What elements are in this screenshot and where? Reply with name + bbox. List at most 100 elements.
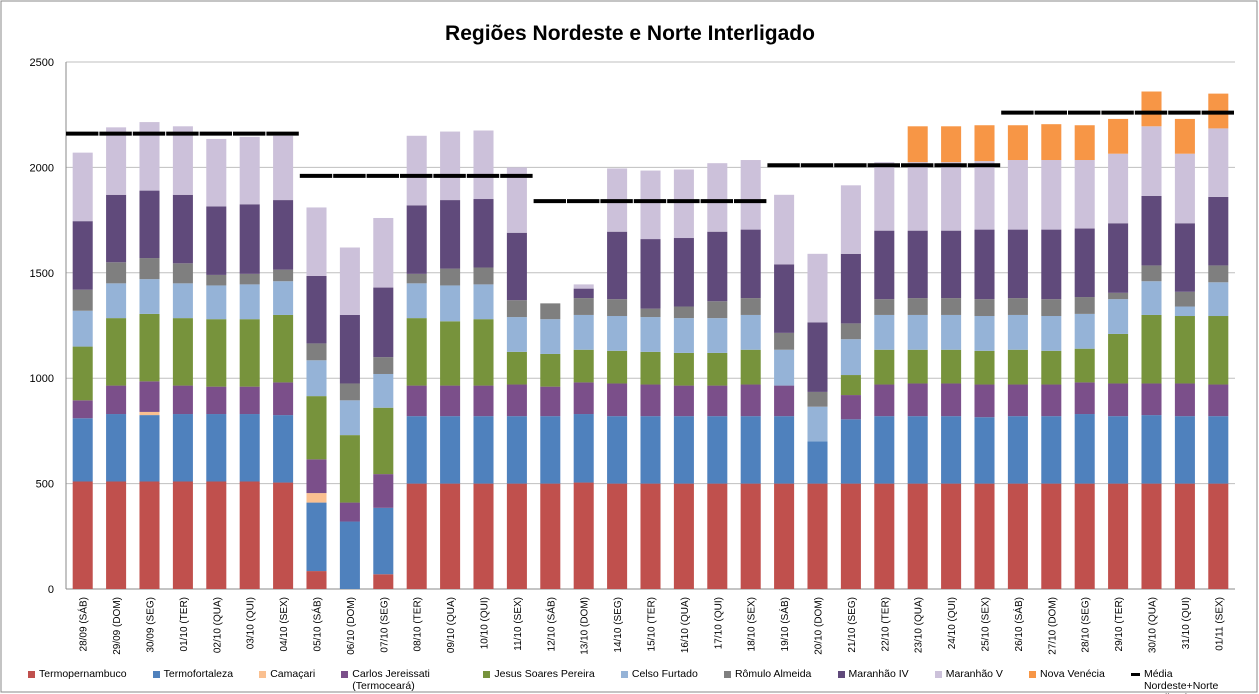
bar-segment — [907, 298, 928, 315]
x-tick-label: 01/11 (SEX) — [1214, 597, 1225, 651]
bar-segment — [406, 283, 427, 319]
bar-segment — [373, 287, 394, 358]
bar-segment — [540, 303, 561, 320]
bar-segment — [339, 247, 360, 315]
x-tick-label: 08/10 (TER) — [413, 597, 424, 651]
bar-segment — [339, 400, 360, 436]
bar-segment — [840, 339, 861, 376]
bar-segment — [1174, 291, 1195, 307]
bar-segment — [206, 481, 227, 589]
bar-segment — [907, 126, 928, 163]
bar-segment — [874, 299, 895, 315]
bar-segment — [1208, 128, 1229, 197]
bar-segment — [774, 194, 795, 265]
bar-segment — [239, 386, 260, 415]
bar-segment — [106, 385, 127, 415]
bar-segment — [1141, 91, 1162, 127]
x-tick-label: 10/10 (QUI) — [480, 597, 491, 649]
bar-segment — [607, 383, 628, 417]
x-tick-label: 17/10 (QUI) — [713, 597, 724, 649]
bar-segment — [941, 298, 962, 315]
x-tick-label: 21/10 (SEG) — [847, 597, 858, 653]
bar-segment — [673, 306, 694, 319]
bar-segment — [139, 481, 160, 589]
legend-item: Carlos Jereissati (Termoceará) — [341, 668, 457, 692]
legend-swatch — [1029, 671, 1037, 678]
bar-segment — [941, 416, 962, 484]
bar-segment — [807, 483, 828, 589]
bar-segment — [440, 268, 461, 286]
bar-segment — [807, 253, 828, 323]
bar-segment — [106, 127, 127, 195]
bar-segment — [774, 416, 795, 484]
bar-segment — [840, 323, 861, 340]
bar-segment — [406, 205, 427, 274]
bar-segment — [239, 284, 260, 320]
bar-segment — [273, 382, 294, 416]
x-tick-label: 27/10 (DOM) — [1047, 597, 1058, 655]
bar-segment — [72, 481, 93, 589]
bar-segment — [1007, 160, 1028, 230]
bar-segment — [72, 221, 93, 290]
bar-segment — [473, 319, 494, 386]
legend-label: Jesus Soares Pereira — [494, 668, 595, 680]
bar-segment — [72, 152, 93, 222]
bar-segment — [306, 502, 327, 572]
bar-segment — [106, 194, 127, 263]
bar-segment — [239, 319, 260, 387]
bar-segment — [774, 264, 795, 333]
bar-segment — [707, 352, 728, 386]
bar-segment — [506, 300, 527, 318]
legend-swatch — [483, 671, 491, 678]
legend-swatch — [341, 671, 349, 678]
bar-segment — [1141, 483, 1162, 589]
bar-segment — [172, 263, 193, 284]
bar-segment — [440, 200, 461, 269]
x-tick-label: 29/10 (TER) — [1114, 597, 1125, 651]
bar-segment — [1041, 299, 1062, 317]
bar-segment — [840, 253, 861, 324]
bar-segment — [172, 283, 193, 319]
bar-segment — [774, 332, 795, 350]
bar-segment — [941, 383, 962, 417]
x-tick-label: 22/10 (TER) — [880, 597, 891, 651]
bar-segment — [673, 318, 694, 353]
bar-segment — [1074, 348, 1095, 383]
bar-segment — [1108, 223, 1129, 293]
bar-segment — [506, 232, 527, 301]
bar-segment — [473, 416, 494, 484]
bar-segment — [1141, 314, 1162, 384]
bar-segment — [139, 190, 160, 259]
bar-segment — [1108, 333, 1129, 384]
chart-title: Regiões Nordeste e Norte Interligado — [445, 22, 815, 45]
bar-segment — [473, 199, 494, 268]
bar-segment — [1208, 316, 1229, 385]
bar-segment — [239, 136, 260, 205]
bar-segment — [707, 231, 728, 302]
bar-segment — [673, 169, 694, 239]
x-tick-label: 29/09 (DOM) — [112, 597, 123, 655]
bar-segment — [1108, 153, 1129, 224]
bar-segment — [1074, 297, 1095, 314]
bar-segment — [1007, 483, 1028, 589]
bar-segment — [1141, 195, 1162, 266]
bar-segment — [506, 483, 527, 589]
bar-segment — [106, 481, 127, 589]
bar-segment — [373, 357, 394, 374]
legend-item: Camaçari — [259, 668, 315, 680]
x-tick-label: 30/09 (SEG) — [146, 597, 157, 653]
bar-segment — [72, 310, 93, 347]
bar-segment — [273, 200, 294, 270]
bar-segment — [1108, 118, 1129, 154]
bar-segment — [941, 483, 962, 589]
legend-label: Nova Venécia — [1040, 668, 1105, 680]
bar-segment — [1074, 414, 1095, 484]
bar-segment — [473, 284, 494, 320]
bar-segment — [740, 416, 761, 484]
bar-segment — [573, 288, 594, 299]
bar-segment — [206, 386, 227, 415]
x-tick-label: 30/10 (QUA) — [1148, 597, 1159, 653]
bar-segment — [673, 483, 694, 589]
y-tick-label: 500 — [36, 479, 54, 491]
bar-segment — [807, 391, 828, 407]
